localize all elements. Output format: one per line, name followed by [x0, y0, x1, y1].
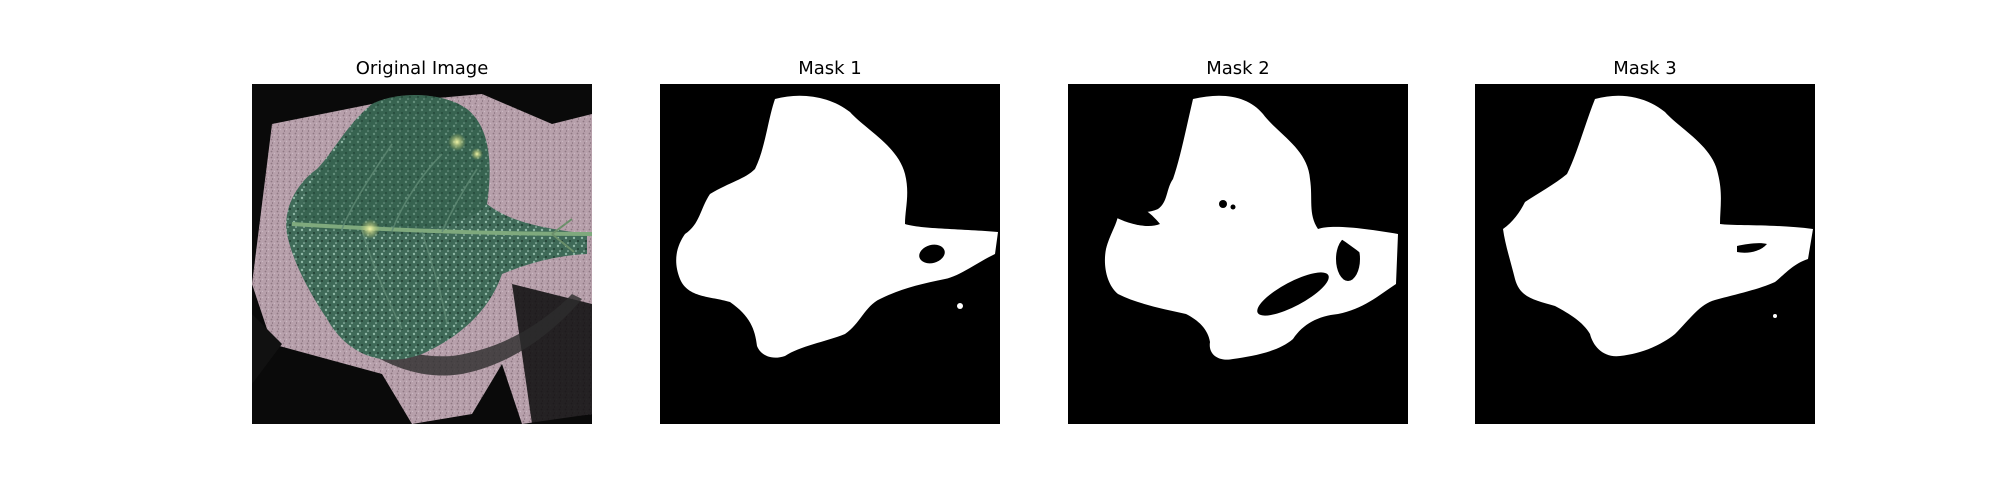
panel-mask-1: Mask 1 — [660, 0, 1000, 500]
leaf-photo — [252, 84, 592, 424]
panel-title: Original Image — [355, 58, 489, 79]
panel-mask-3: Mask 3 — [1475, 0, 1815, 500]
panel-mask-2: Mask 2 — [1068, 0, 1408, 500]
mask-1-image — [660, 84, 1000, 424]
panel-title: Mask 1 — [798, 58, 862, 79]
mask-2-image — [1068, 84, 1408, 424]
panel-original: Original Image — [252, 0, 592, 500]
panel-title: Mask 3 — [1613, 58, 1677, 79]
mask-3-image — [1475, 84, 1815, 424]
panel-title: Mask 2 — [1206, 58, 1270, 79]
